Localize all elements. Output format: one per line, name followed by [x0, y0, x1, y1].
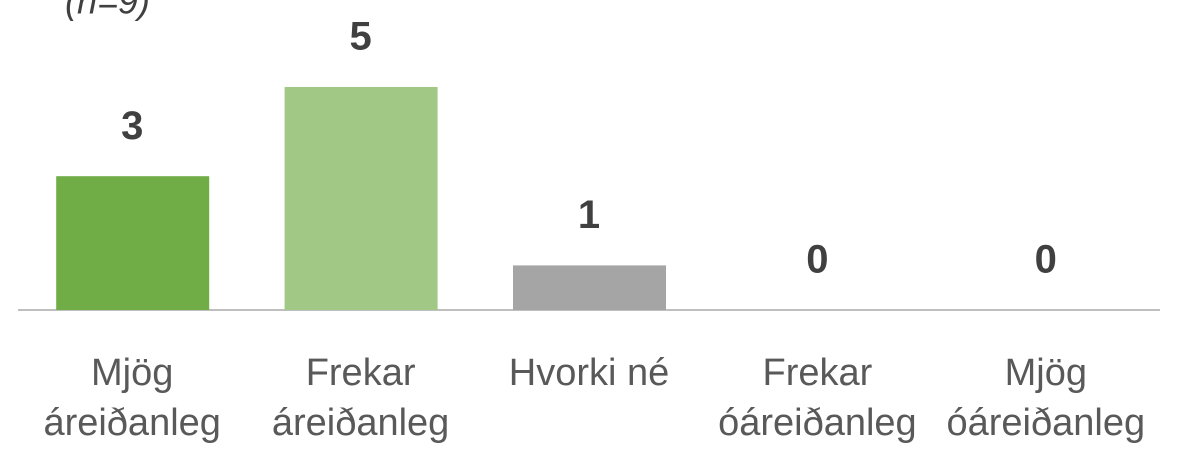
value-label: 3	[121, 104, 143, 148]
value-label: 0	[806, 238, 828, 282]
x-tick-label: Frekar áreiðanleg	[271, 352, 450, 444]
x-tick-label: Hvorki né	[508, 352, 670, 394]
value-label: 5	[349, 15, 371, 59]
x-tick-label: Mjög óáreiðanleg	[946, 352, 1146, 444]
value-label: 0	[1035, 238, 1057, 282]
bar	[513, 265, 666, 310]
bar	[56, 176, 210, 310]
x-tick-label: Mjög áreiðanleg	[43, 352, 221, 444]
value-label: 1	[578, 193, 600, 237]
bar	[284, 87, 438, 310]
chart-subtitle: (n=9)	[65, 0, 150, 22]
x-tick-label: Frekar óáreiðanleg	[718, 352, 917, 444]
